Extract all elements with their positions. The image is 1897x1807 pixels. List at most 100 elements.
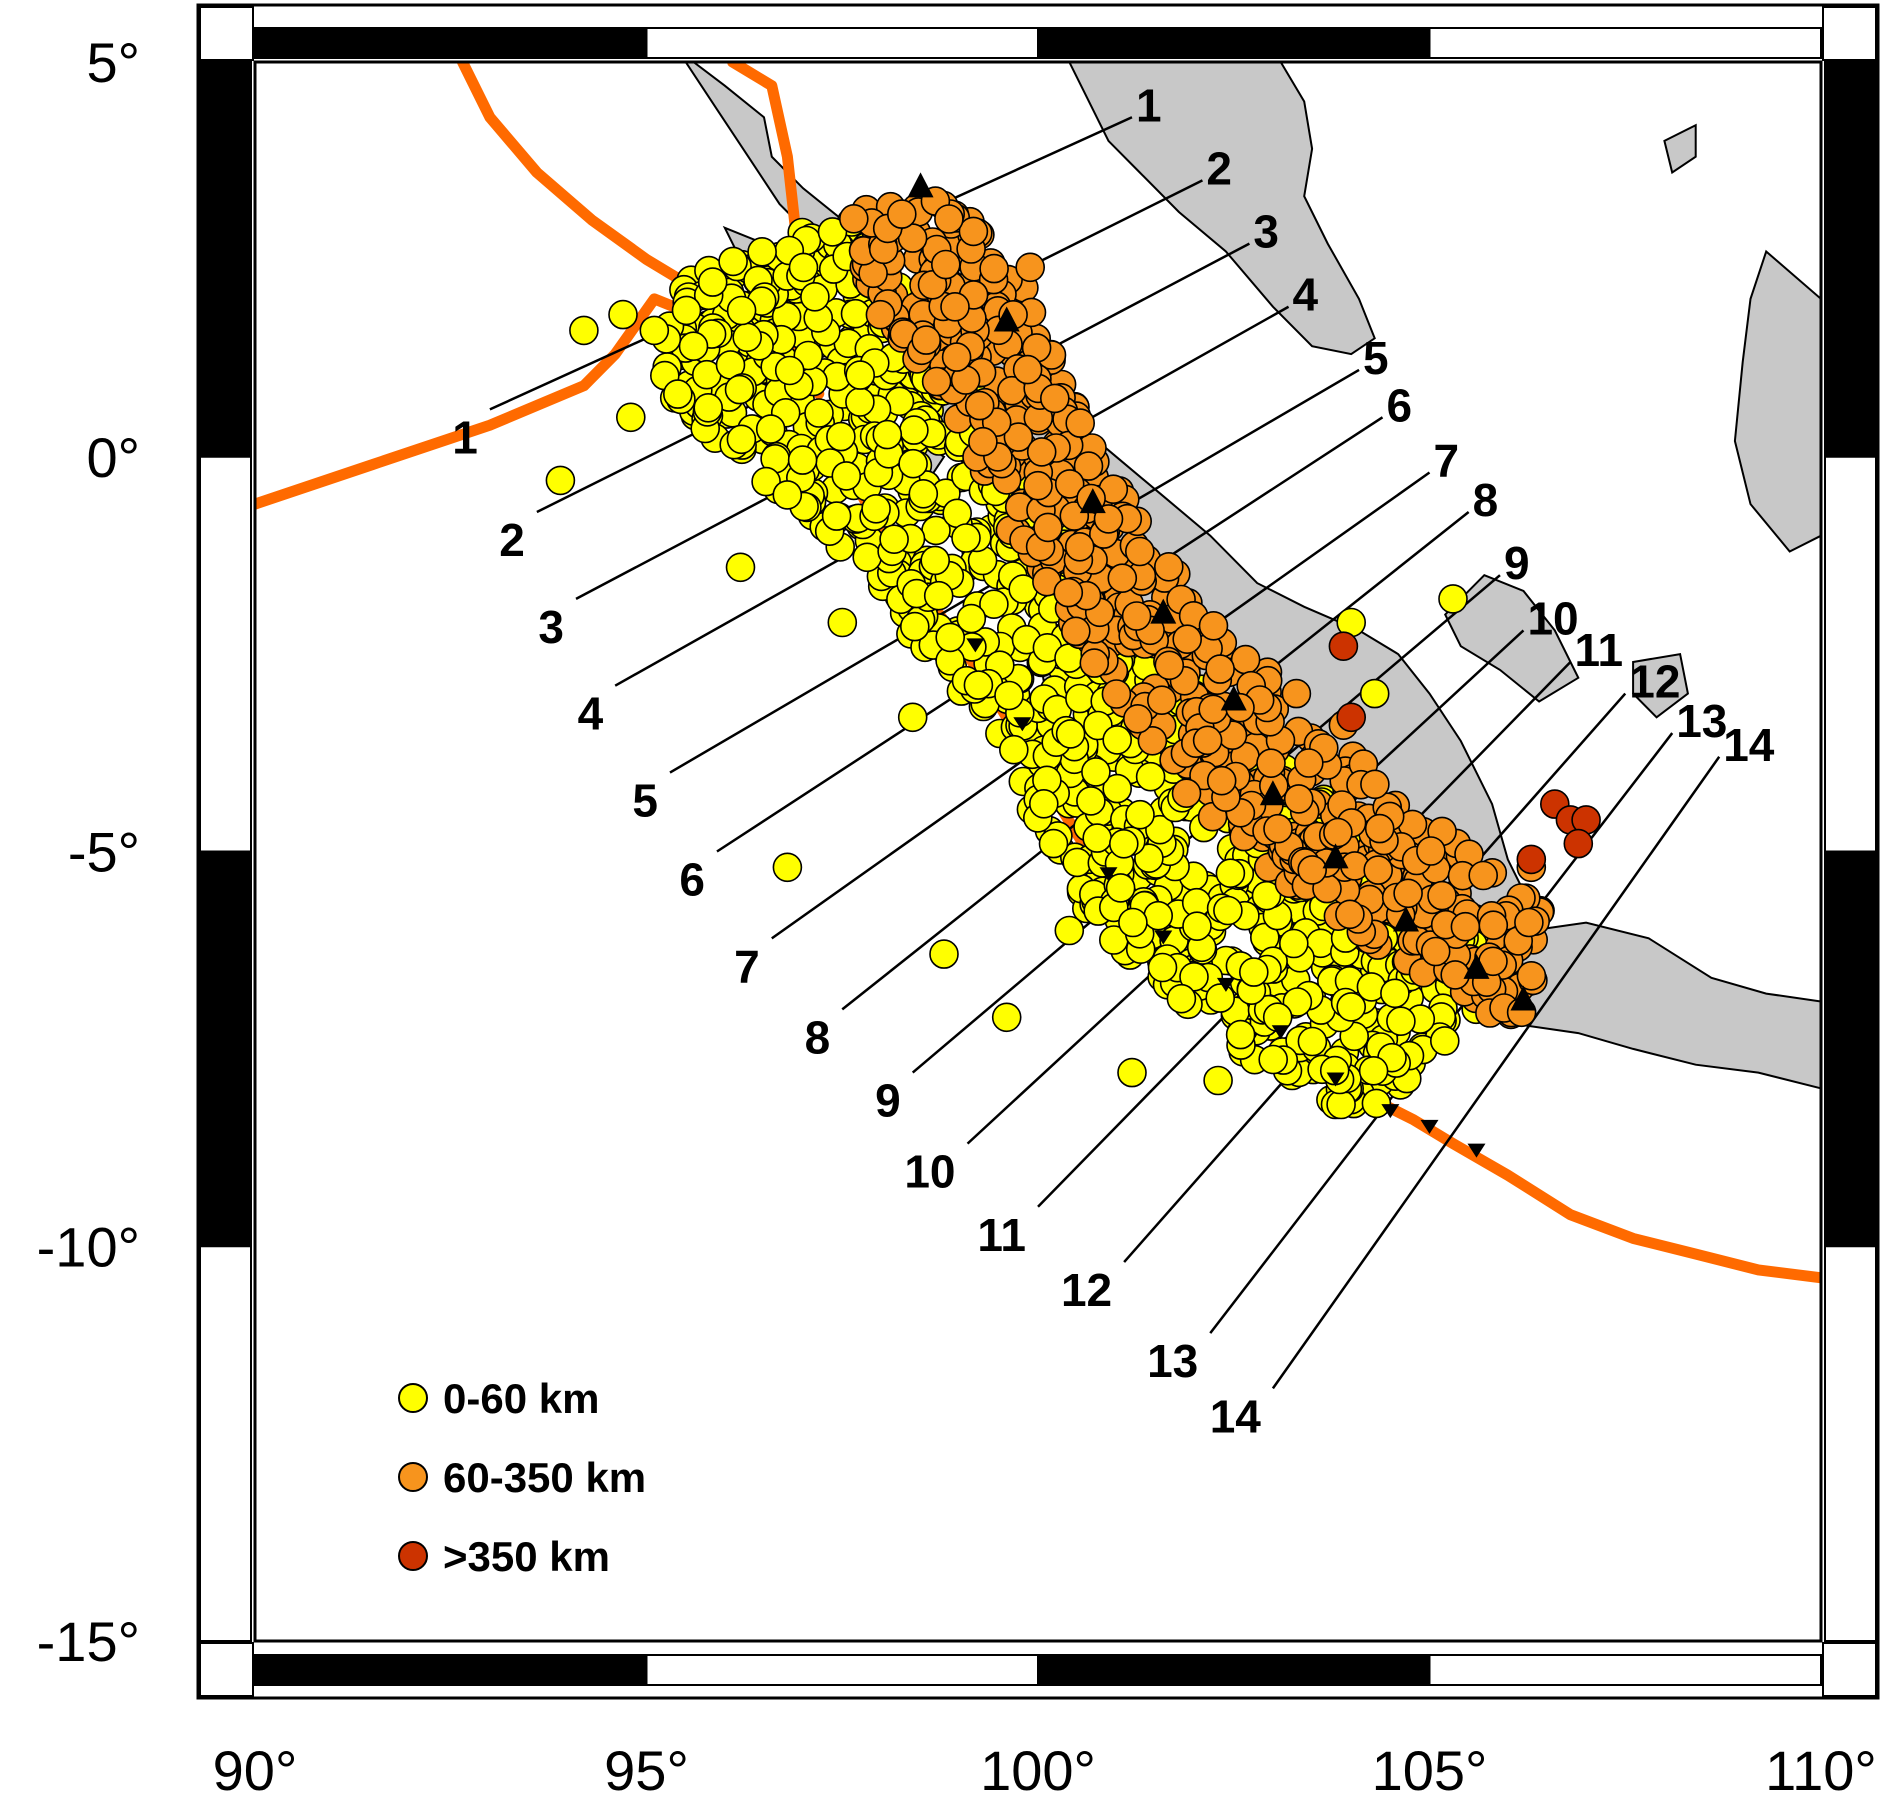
earthquake-intermediate xyxy=(1065,408,1095,438)
earthquake-intermediate xyxy=(1003,422,1034,452)
earthquake-shallow xyxy=(1361,1088,1392,1119)
earthquake-shallow xyxy=(1430,1026,1460,1056)
legend-label-shallow: 0-60 km xyxy=(443,1375,599,1422)
earthquake-shallow xyxy=(751,466,781,497)
earthquake-shallow xyxy=(608,299,638,330)
earthquake-shallow xyxy=(1239,957,1269,987)
earthquake-intermediate xyxy=(1198,610,1229,641)
inner-frame xyxy=(253,60,1823,1643)
earthquake-intermediate xyxy=(1154,650,1185,681)
y-tick-label: -5° xyxy=(68,821,140,884)
legend-swatch-deep xyxy=(398,1541,428,1571)
profile-label-end: 7 xyxy=(1434,435,1460,487)
earthquake-shallow xyxy=(923,580,954,611)
earthquake-intermediate xyxy=(940,291,970,322)
earthquake-intermediate xyxy=(941,342,972,372)
volcano-icon xyxy=(1510,985,1537,1011)
earthquake-shallow xyxy=(908,478,939,509)
earthquake-shallow xyxy=(1438,584,1468,614)
profile-label-start: 8 xyxy=(805,1011,831,1063)
frame-bar xyxy=(1037,1654,1431,1686)
earthquake-shallow xyxy=(1297,1026,1328,1057)
profile-label-end: 12 xyxy=(1629,656,1680,708)
profile-label-start: 13 xyxy=(1147,1335,1198,1387)
earthquake-intermediate xyxy=(1297,855,1327,885)
earthquake-shallow xyxy=(1147,952,1178,983)
y-tick-label: -10° xyxy=(37,1215,140,1278)
trench-tooth-icon xyxy=(1099,867,1118,882)
earthquake-shallow xyxy=(1029,788,1059,819)
profile-label-start: 12 xyxy=(1061,1264,1112,1316)
earthquake-shallow xyxy=(755,414,786,444)
earthquake-shallow xyxy=(879,524,909,555)
earthquake-shallow xyxy=(872,419,903,450)
earthquake-shallow xyxy=(774,355,805,386)
earthquake-shallow xyxy=(1102,773,1132,804)
profile-label-end: 14 xyxy=(1723,719,1775,771)
frame-bar xyxy=(1428,27,1822,59)
earthquake-shallow xyxy=(935,622,966,653)
earthquake-shallow xyxy=(1279,928,1309,959)
earthquake-shallow xyxy=(899,415,929,445)
earthquake-shallow xyxy=(1358,1056,1389,1086)
volcano-icon xyxy=(1259,780,1286,806)
earthquake-shallow xyxy=(732,322,763,353)
volcano-icon xyxy=(993,306,1020,332)
earthquake-shallow xyxy=(1109,828,1139,859)
earthquake-intermediate xyxy=(911,325,942,355)
trench-tooth-icon xyxy=(1216,977,1235,992)
earthquake-intermediate xyxy=(1125,536,1155,567)
earthquake-intermediate xyxy=(930,249,961,280)
earthquake-shallow xyxy=(1102,725,1132,755)
profile-label-end: 3 xyxy=(1253,206,1279,258)
earthquake-shallow xyxy=(831,461,862,491)
earthquake-shallow xyxy=(1258,1044,1288,1075)
depth-legend: 0-60 km 60-350 km >350 km xyxy=(398,1375,646,1580)
earthquake-intermediate xyxy=(1026,437,1057,467)
earthquake-shallow xyxy=(1062,847,1092,878)
earthquake-shallow xyxy=(898,448,928,479)
earthquake-shallow xyxy=(979,589,1009,620)
frame-corner xyxy=(1822,6,1877,61)
frame-bar xyxy=(199,61,252,458)
earthquake-deep xyxy=(1336,702,1366,733)
earthquake-intermediate xyxy=(1440,960,1470,990)
profile-line xyxy=(1271,756,1721,1390)
earthquake-shallow xyxy=(639,315,670,346)
legend-swatch-shallow xyxy=(398,1383,428,1413)
earthquake-intermediate xyxy=(1101,679,1132,709)
earthquake-shallow xyxy=(569,315,599,346)
earthquake-intermediate xyxy=(1033,512,1063,543)
earthquake-intermediate xyxy=(1079,648,1110,678)
volcano-icon xyxy=(1150,598,1177,624)
earthquake-shallow xyxy=(718,246,748,277)
frame-bar xyxy=(254,27,648,59)
earthquake-layer xyxy=(545,186,1601,1120)
earthquake-shallow xyxy=(998,734,1029,765)
earthquake-intermediate xyxy=(1192,725,1223,756)
earthquake-shallow xyxy=(929,939,959,969)
profile-label-end: 13 xyxy=(1676,695,1727,747)
earthquake-intermediate xyxy=(1171,778,1202,809)
trench-tooth-icon xyxy=(1420,1119,1439,1134)
trench-tooth-icon xyxy=(966,638,985,653)
volcano-icon xyxy=(1463,953,1490,979)
frame-bar xyxy=(254,1654,648,1686)
earthquake-shallow xyxy=(747,237,777,267)
earthquake-shallow xyxy=(1065,683,1095,714)
legend-swatch-intermediate xyxy=(398,1462,428,1492)
profile-label-end: 6 xyxy=(1387,379,1413,431)
earthquake-shallow xyxy=(1386,1006,1416,1037)
trench-tooth-icon xyxy=(1326,1072,1345,1087)
earthquake-intermediate xyxy=(1230,644,1261,675)
earthquake-shallow xyxy=(861,493,891,524)
earthquake-intermediate xyxy=(1335,899,1365,930)
earthquake-intermediate xyxy=(1015,252,1045,283)
trench-tooth-icon xyxy=(1381,1104,1400,1119)
landmass xyxy=(1632,652,1690,719)
earthquake-shallow xyxy=(1105,873,1136,903)
frame-bar xyxy=(645,1654,1039,1686)
earthquake-shallow xyxy=(1143,900,1173,931)
earthquake-intermediate xyxy=(1123,703,1153,734)
